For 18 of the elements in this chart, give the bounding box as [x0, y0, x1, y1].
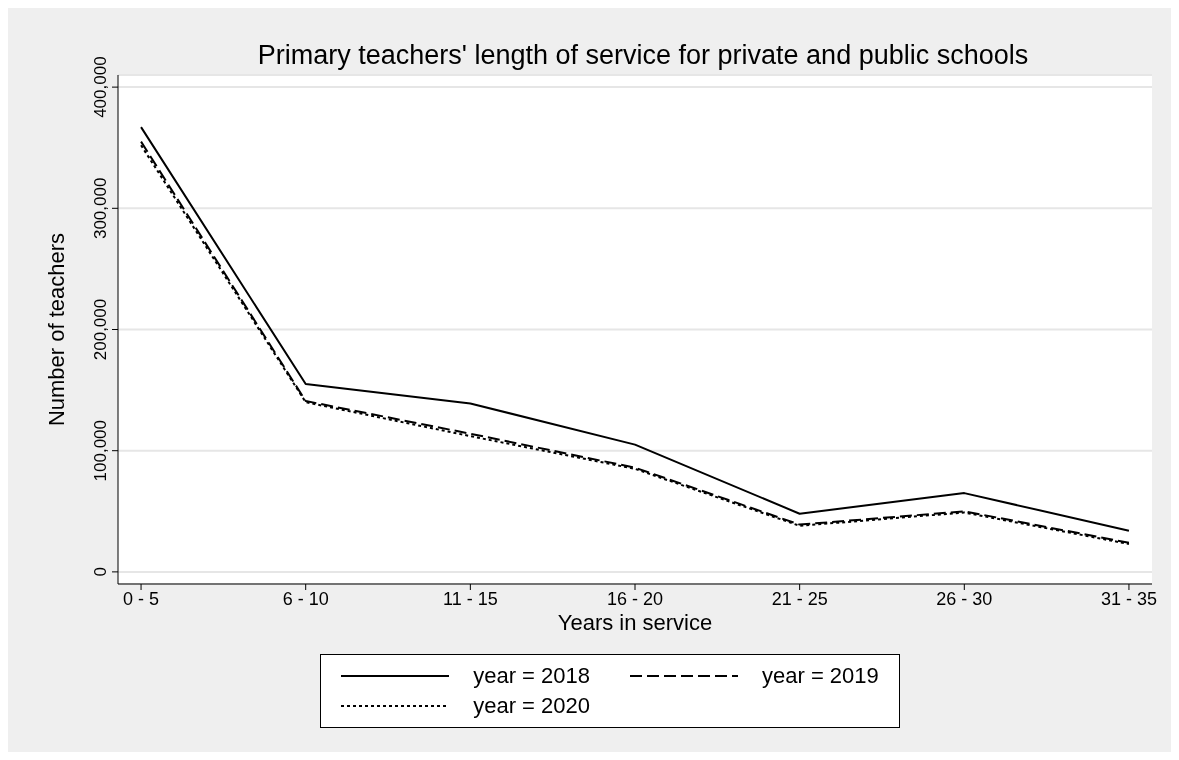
x-tick-label: 26 - 30 [936, 588, 993, 609]
y-tick-label: 200,000 [91, 298, 110, 361]
y-axis-title: Number of teachers [43, 232, 69, 427]
x-tick-label: 21 - 25 [771, 588, 828, 609]
x-tick-label: 6 - 10 [282, 588, 329, 609]
legend-label: year = 2020 [473, 693, 590, 719]
y-tick-label: 0 [91, 567, 110, 577]
legend-label: year = 2018 [473, 663, 590, 689]
x-tick-label: 11 - 15 [443, 588, 498, 609]
x-tick-label: 0 - 5 [123, 588, 160, 609]
y-tick-label: 300,000 [91, 177, 110, 240]
x-axis-title: Years in service [557, 610, 713, 635]
y-tick-label: 100,000 [91, 419, 110, 482]
x-tick-label: 16 - 20 [606, 588, 664, 609]
x-tick-label: 31 - 35 [1100, 588, 1157, 609]
chart-title: Primary teachers' length of service for private and public schools [256, 40, 1030, 71]
legend-label: year = 2019 [762, 663, 879, 689]
y-tick-label: 400,000 [91, 56, 110, 118]
